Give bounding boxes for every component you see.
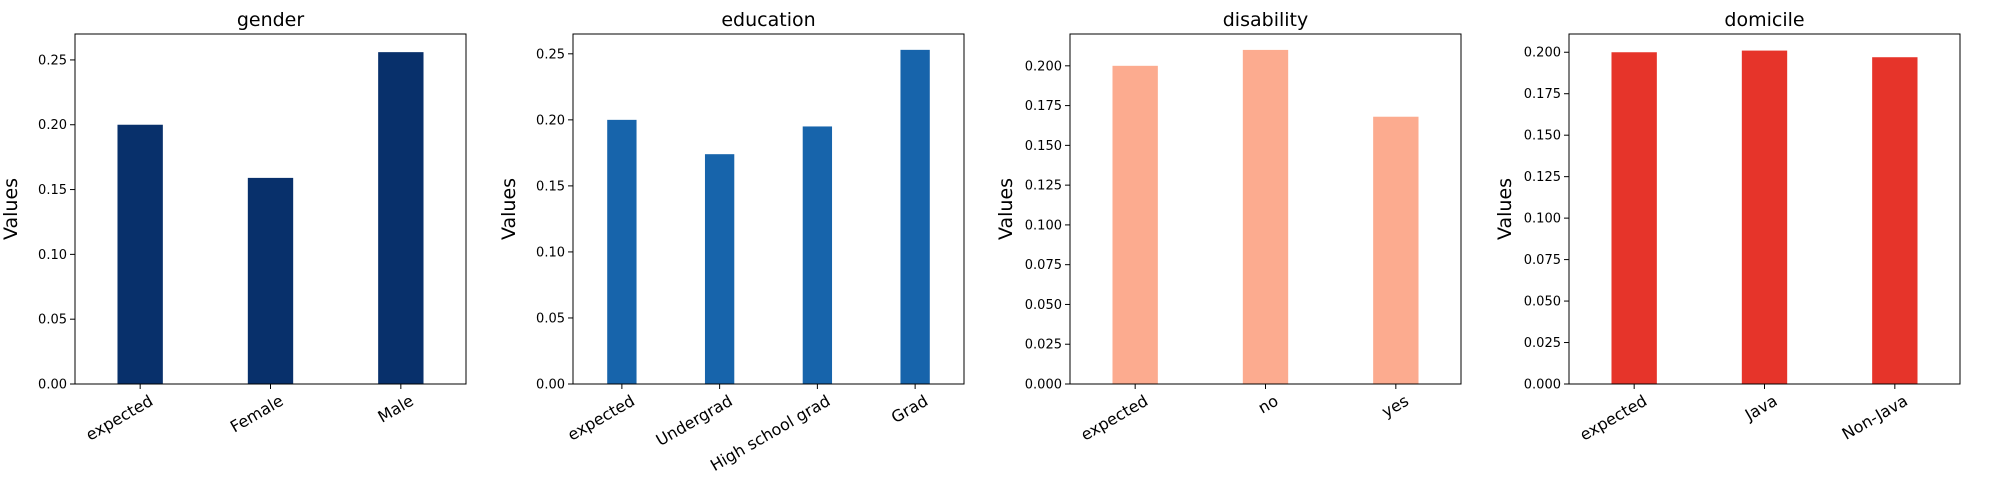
x-tick-label: expected	[1576, 391, 1650, 445]
x-tick-label: Non-Java	[1839, 391, 1911, 444]
x-tick-label: expected	[564, 391, 638, 445]
chart-panel-gender: gender Values 0.00 0.05 0.10 0.15 0.20 0.25 expe…	[0, 9, 467, 445]
y-tick-label: 0.150	[1524, 129, 1561, 144]
y-tick-label: 0.10	[536, 245, 565, 260]
plot-frame	[572, 33, 965, 385]
y-tick-label: 0.05	[38, 313, 67, 328]
bar-female	[247, 177, 294, 384]
chart-title: gender	[237, 9, 305, 31]
y-tick-label: 0.15	[38, 183, 67, 198]
bar-expected	[1611, 52, 1657, 384]
chart-title: domicile	[1724, 9, 1804, 31]
chart-panel-domicile: domicile Values 0.000 0.025 0.050 0.075 0.100 0…	[1494, 9, 1961, 445]
bar-expected	[117, 124, 163, 385]
y-tick-label: 0.25	[38, 53, 67, 68]
y-tick-label: 0.000	[1524, 378, 1561, 393]
chart-title: education	[721, 9, 815, 31]
y-tick-label: 0.20	[536, 113, 565, 128]
chart-panel-disability: disability Values 0.000 0.025 0.050 0.075 0.10…	[995, 9, 1462, 445]
bar-grad	[900, 49, 930, 384]
y-axis-label: Values	[995, 178, 1017, 240]
chart-title: disability	[1223, 9, 1308, 31]
y-tick-label: 0.025	[1025, 338, 1062, 353]
x-tick-label: expected	[1077, 391, 1151, 445]
y-axis-label: Values	[0, 178, 22, 240]
y-tick-label: 0.100	[1025, 218, 1062, 233]
plot-frame	[1568, 33, 1961, 385]
x-tick-label: Female	[227, 391, 287, 436]
y-tick-label: 0.20	[38, 118, 67, 133]
y-tick-label: 0.050	[1025, 298, 1062, 313]
y-tick-label: 0.075	[1524, 253, 1561, 268]
x-tick-label: Male	[375, 391, 417, 426]
bar-high-school-grad	[802, 126, 833, 385]
y-tick-label: 0.05	[536, 311, 565, 326]
y-tick-label: 0.25	[536, 47, 565, 62]
bar-male	[378, 52, 424, 385]
y-tick-label: 0.125	[1524, 170, 1561, 185]
y-axis-label: Values	[1494, 178, 1516, 240]
bar-java	[1741, 50, 1788, 384]
y-tick-label: 0.000	[1025, 378, 1062, 393]
bar-no	[1242, 49, 1289, 385]
x-tick-label: yes	[1378, 391, 1411, 421]
y-tick-label: 0.175	[1025, 99, 1062, 114]
y-tick-label: 0.025	[1524, 336, 1561, 351]
x-tick-label: no	[1255, 391, 1282, 417]
bar-expected	[607, 119, 637, 384]
y-tick-label: 0.00	[536, 378, 565, 393]
y-tick-label: 0.050	[1524, 295, 1561, 310]
bar-expected	[1112, 65, 1158, 385]
y-tick-label: 0.15	[536, 179, 565, 194]
y-tick-label: 0.100	[1524, 212, 1561, 227]
x-tick-label: Grad	[888, 391, 931, 427]
bar-undergrad	[704, 154, 735, 384]
bar-non-java	[1872, 57, 1918, 384]
y-tick-label: 0.00	[38, 378, 67, 393]
bar-yes	[1373, 116, 1419, 385]
chart-panel-education: education Values 0.00 0.05 0.10 0.15 0.20 0.25 e…	[498, 9, 965, 475]
x-tick-label: Java	[1741, 391, 1781, 425]
plot-frame	[1069, 33, 1462, 385]
x-tick-label: Undergrad	[653, 391, 736, 450]
y-tick-label: 0.075	[1025, 258, 1062, 273]
y-tick-label: 0.175	[1524, 87, 1561, 102]
y-axis-label: Values	[498, 178, 520, 240]
plot-frame	[74, 33, 467, 385]
x-tick-label: expected	[82, 391, 156, 445]
y-tick-label: 0.200	[1524, 46, 1561, 61]
y-tick-label: 0.150	[1025, 139, 1062, 154]
y-tick-label: 0.200	[1025, 59, 1062, 74]
y-tick-label: 0.10	[38, 248, 67, 263]
y-tick-label: 0.125	[1025, 179, 1062, 194]
